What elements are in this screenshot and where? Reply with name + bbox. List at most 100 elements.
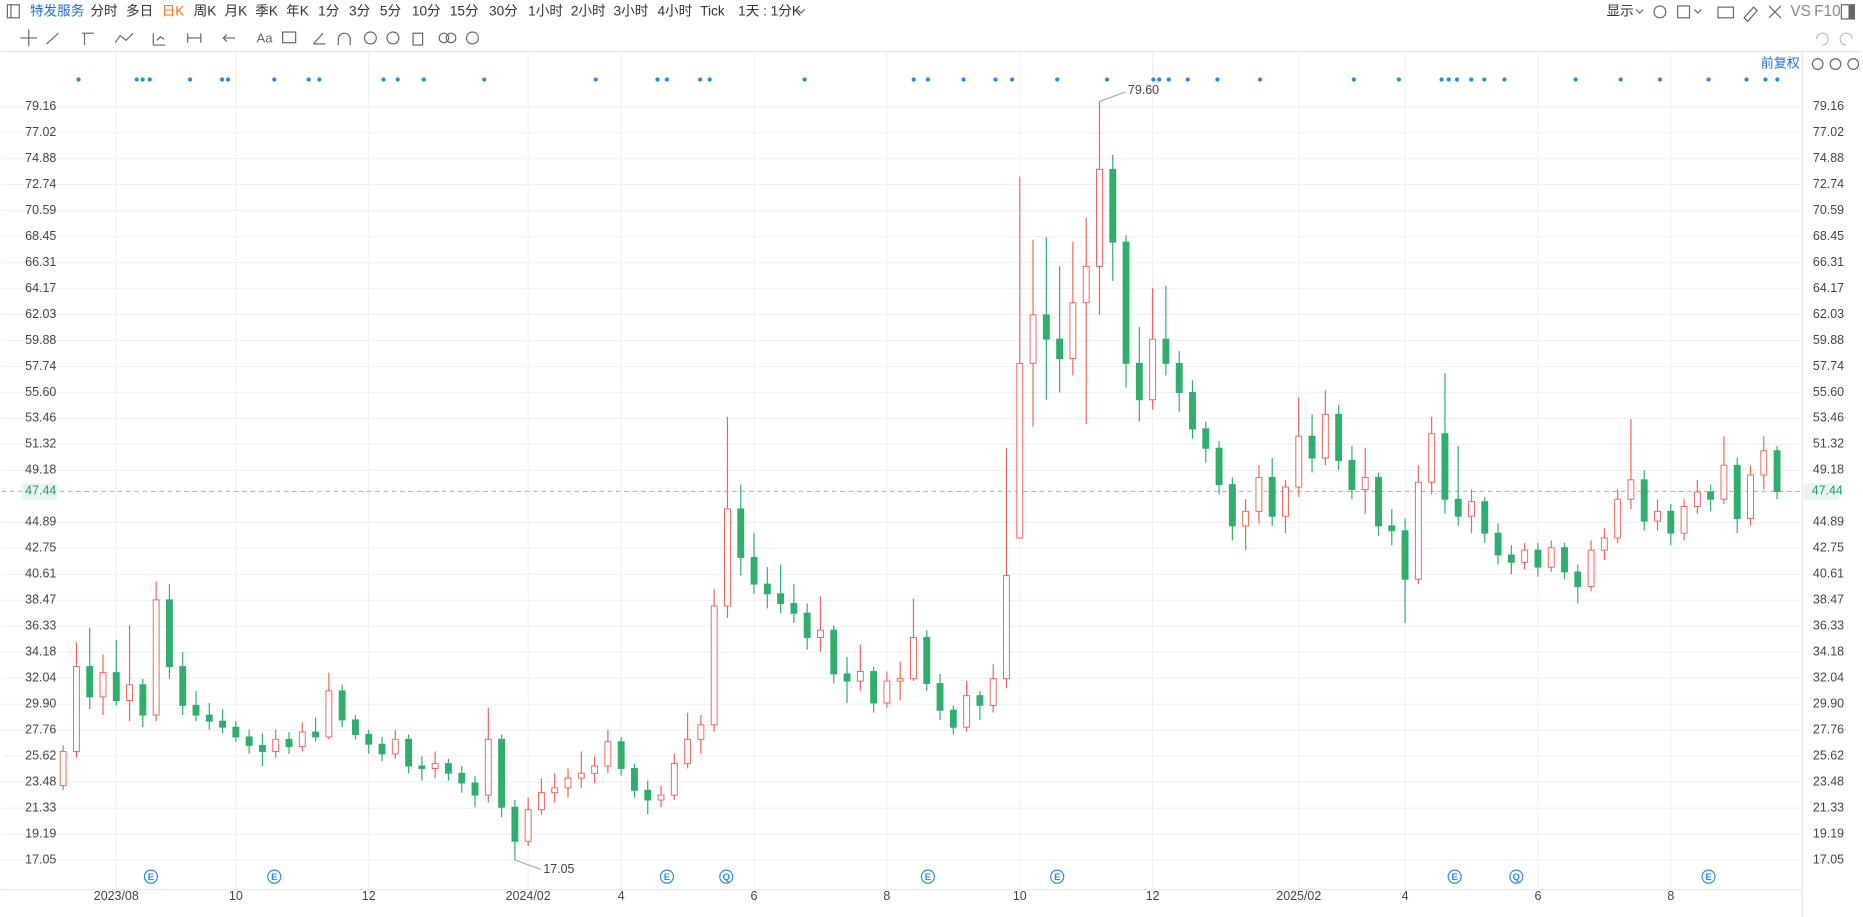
event-dot[interactable] bbox=[1215, 77, 1220, 82]
period-tab[interactable]: 多日 bbox=[126, 2, 153, 18]
channel-tool[interactable] bbox=[82, 32, 94, 46]
event-badge[interactable] bbox=[920, 869, 936, 884]
event-dot[interactable] bbox=[1166, 77, 1171, 82]
move-tool[interactable] bbox=[20, 29, 38, 47]
event-dot[interactable] bbox=[593, 77, 598, 82]
event-dot[interactable] bbox=[1055, 77, 1060, 82]
magnet-tool[interactable] bbox=[337, 32, 351, 46]
event-dot[interactable] bbox=[911, 77, 916, 82]
zoom-in[interactable] bbox=[1847, 58, 1860, 70]
expand-icon[interactable] bbox=[1768, 5, 1782, 19]
period-tab[interactable]: 1小时 bbox=[528, 3, 563, 18]
lock-tool[interactable] bbox=[386, 31, 400, 45]
event-dot[interactable] bbox=[925, 77, 931, 82]
event-dot[interactable] bbox=[1446, 77, 1451, 82]
event-dot[interactable] bbox=[140, 77, 145, 82]
draw-settings[interactable] bbox=[465, 31, 479, 45]
hide-tool[interactable] bbox=[363, 31, 377, 45]
event-dot[interactable] bbox=[1439, 77, 1444, 82]
event-dot[interactable] bbox=[1185, 77, 1190, 82]
layout-icon[interactable] bbox=[1677, 5, 1691, 19]
event-dot[interactable] bbox=[421, 77, 426, 82]
event-dot[interactable] bbox=[1618, 77, 1623, 82]
display-menu[interactable]: 显示 bbox=[1606, 3, 1633, 18]
redo[interactable] bbox=[1839, 32, 1853, 46]
event-dot[interactable] bbox=[482, 77, 487, 82]
period-tab[interactable]: 周K bbox=[194, 3, 217, 18]
event-dot[interactable] bbox=[1657, 77, 1663, 82]
event-dot[interactable] bbox=[1502, 77, 1507, 82]
settings-icon[interactable] bbox=[1653, 5, 1667, 19]
event-badge[interactable] bbox=[1509, 869, 1524, 884]
event-dot[interactable] bbox=[219, 77, 225, 82]
event-dot[interactable] bbox=[1351, 77, 1356, 82]
period-tab[interactable]: 10分 bbox=[412, 3, 441, 18]
link-icon[interactable] bbox=[438, 32, 450, 44]
event-badge[interactable] bbox=[659, 869, 675, 884]
event-dot[interactable] bbox=[1396, 77, 1402, 82]
event-dot[interactable] bbox=[306, 77, 311, 82]
event-dot[interactable] bbox=[1744, 77, 1749, 82]
pen-icon[interactable] bbox=[1743, 6, 1758, 23]
period-select[interactable]: 1天 : 1分K bbox=[738, 3, 801, 18]
event-dot[interactable] bbox=[1104, 77, 1110, 82]
event-dot[interactable] bbox=[1775, 77, 1780, 82]
note-tool[interactable] bbox=[282, 31, 297, 44]
angle-tool[interactable] bbox=[313, 32, 326, 45]
event-dot[interactable] bbox=[664, 77, 670, 82]
period-tab[interactable]: 3分 bbox=[349, 3, 371, 18]
event-dot[interactable] bbox=[1763, 77, 1768, 82]
event-dot[interactable] bbox=[655, 77, 660, 82]
event-dot[interactable] bbox=[698, 77, 703, 82]
panel-icon[interactable] bbox=[6, 4, 20, 19]
measure-tool[interactable] bbox=[187, 33, 202, 43]
event-dot[interactable] bbox=[317, 77, 322, 82]
event-badge[interactable] bbox=[1050, 869, 1065, 884]
period-tab[interactable]: 年K bbox=[286, 3, 309, 18]
period-tab[interactable]: 2小时 bbox=[571, 3, 606, 18]
period-tab[interactable]: 15分 bbox=[450, 3, 479, 18]
undo[interactable] bbox=[1815, 32, 1829, 46]
event-dot[interactable] bbox=[272, 77, 277, 82]
event-badge[interactable] bbox=[1701, 869, 1716, 884]
event-dot[interactable] bbox=[147, 77, 152, 82]
event-dot[interactable] bbox=[381, 77, 386, 82]
event-dot[interactable] bbox=[1454, 77, 1460, 82]
line-tool[interactable] bbox=[46, 32, 59, 45]
adjust-mode[interactable]: 前复权 bbox=[1761, 55, 1800, 70]
event-badge[interactable] bbox=[1447, 869, 1462, 884]
period-tab[interactable]: 30分 bbox=[489, 3, 518, 18]
period-tab[interactable]: 日K bbox=[162, 3, 185, 18]
event-dot[interactable] bbox=[76, 77, 81, 82]
event-dot[interactable] bbox=[134, 77, 139, 82]
event-dot[interactable] bbox=[707, 77, 712, 82]
zoom-out[interactable] bbox=[1829, 58, 1842, 70]
stock-name[interactable]: 特发服务 bbox=[30, 3, 85, 18]
event-dot[interactable] bbox=[1157, 77, 1162, 82]
reset-zoom[interactable] bbox=[1811, 58, 1824, 70]
period-tab[interactable]: 5分 bbox=[380, 3, 402, 18]
f10-button[interactable]: F10 bbox=[1814, 3, 1841, 20]
event-dot[interactable] bbox=[961, 77, 966, 82]
period-tab[interactable]: 月K bbox=[224, 3, 247, 18]
text-tool[interactable]: Aa bbox=[257, 31, 274, 46]
event-dot[interactable] bbox=[1573, 77, 1578, 82]
event-dot[interactable] bbox=[1151, 77, 1156, 82]
event-dot[interactable] bbox=[1469, 77, 1474, 82]
period-tab[interactable]: Tick bbox=[700, 3, 725, 18]
event-dot[interactable] bbox=[802, 77, 807, 82]
event-dot[interactable] bbox=[1706, 77, 1711, 82]
period-tab[interactable]: 3小时 bbox=[614, 3, 649, 18]
event-dot[interactable] bbox=[225, 77, 231, 82]
event-dot[interactable] bbox=[187, 77, 193, 82]
period-tab[interactable]: 4小时 bbox=[657, 3, 692, 18]
arrow-tool[interactable] bbox=[222, 33, 236, 42]
event-dot[interactable] bbox=[1010, 77, 1015, 82]
fib-tool[interactable] bbox=[152, 33, 166, 46]
period-tab[interactable]: 1分 bbox=[318, 3, 340, 18]
camera-icon[interactable] bbox=[1717, 6, 1735, 19]
event-dot[interactable] bbox=[1257, 77, 1263, 82]
period-tab[interactable]: 分时 bbox=[90, 3, 118, 18]
vs-button[interactable]: VS bbox=[1790, 3, 1811, 20]
event-dot[interactable] bbox=[1482, 77, 1487, 82]
